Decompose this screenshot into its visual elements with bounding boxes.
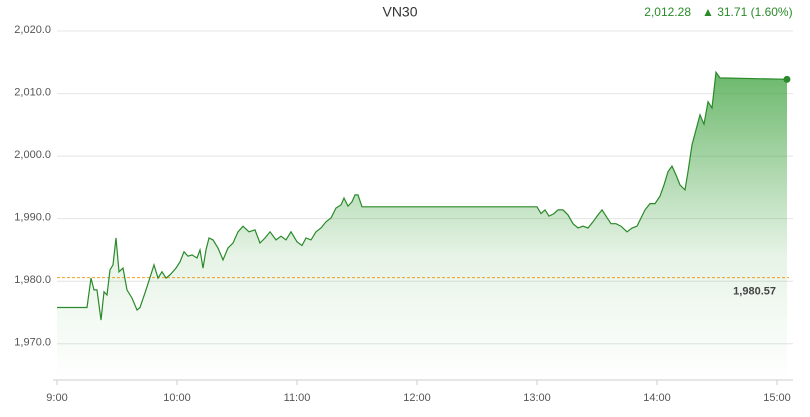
chart-title: VN30: [382, 4, 417, 20]
y-tick-label: 1,990.0: [14, 212, 51, 224]
x-tick-label: 13:00: [523, 392, 551, 404]
x-tick-label: 14:00: [643, 392, 671, 404]
x-tick-label: 12:00: [403, 392, 431, 404]
y-tick-label: 2,010.0: [14, 86, 51, 98]
price-change: ▲ 31.71 (1.60%): [702, 5, 793, 19]
area: [57, 72, 787, 381]
price-line: [57, 70, 788, 321]
x-tick-label: 15:00: [763, 392, 791, 404]
x-tick-label: 11:00: [284, 392, 311, 404]
x-tick-label: 9:00: [46, 392, 67, 404]
last-price: 2,012.28: [644, 5, 691, 19]
reference-label: 1,980.57: [733, 286, 776, 298]
last-point: [783, 75, 791, 83]
y-tick-label: 1,980.0: [14, 274, 51, 286]
y-tick-label: 2,000.0: [14, 149, 51, 161]
y-tick-label: 1,970.0: [14, 337, 51, 349]
y-tick-label: 2,020.0: [14, 24, 51, 36]
x-tick-label: 10:00: [163, 392, 191, 404]
